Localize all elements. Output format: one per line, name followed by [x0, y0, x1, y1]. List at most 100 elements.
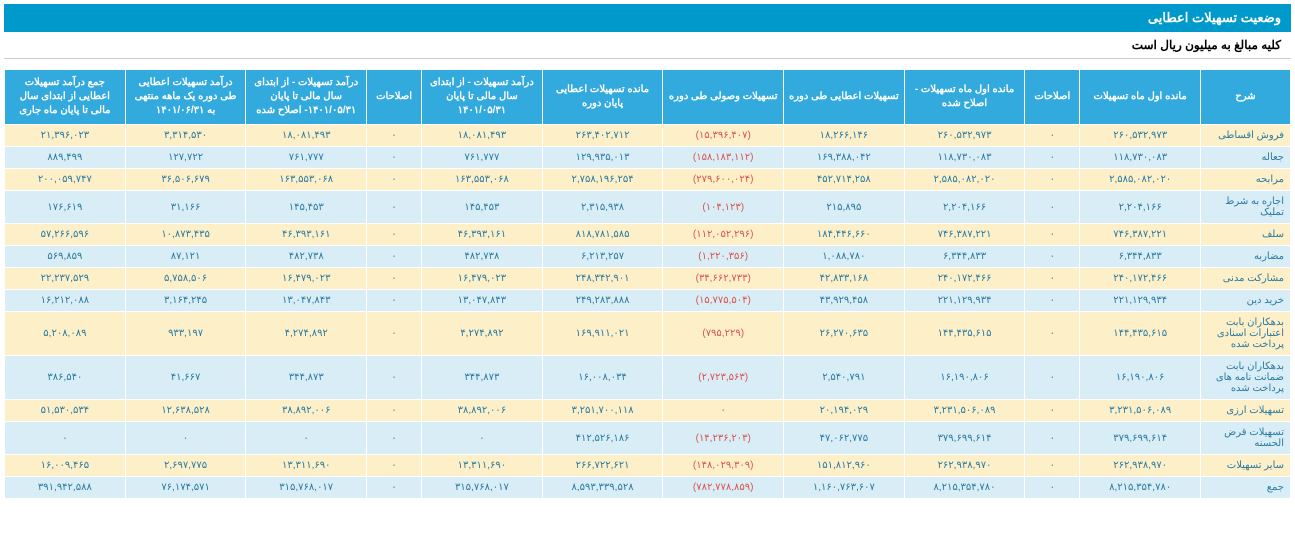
- col-header: مانده تسهیلات اعطایی پایان دوره: [542, 70, 663, 125]
- cell: ۳,۲۳۱,۵۰۶,۰۸۹: [904, 400, 1025, 422]
- cell: (۳۴,۶۶۲,۷۳۳): [663, 268, 784, 290]
- cell: (۷۹۵,۲۲۹): [663, 312, 784, 356]
- cell: ۳۱۵,۷۶۸,۰۱۷: [422, 477, 543, 499]
- cell: ۵۱,۵۳۰,۵۳۴: [5, 400, 126, 422]
- cell: ۲۶۶,۷۲۲,۶۲۱: [542, 455, 663, 477]
- cell: ۳,۳۱۴,۵۳۰: [125, 125, 246, 147]
- cell: ۱۸۴,۴۴۶,۶۶۰: [784, 224, 905, 246]
- cell: (۱۵,۳۹۶,۴۰۷): [663, 125, 784, 147]
- cell: ۰: [1025, 455, 1080, 477]
- cell: ۲۱۵,۸۹۵: [784, 191, 905, 224]
- cell: ۳۸,۸۹۲,۰۰۶: [422, 400, 543, 422]
- cell: ۲۶۲,۹۳۸,۹۷۰: [904, 455, 1025, 477]
- cell: ۶,۲۱۳,۲۵۷: [542, 246, 663, 268]
- cell: ۳,۲۳۱,۵۰۶,۰۸۹: [1080, 400, 1201, 422]
- cell: ۱۶,۴۷۹,۰۲۳: [246, 268, 367, 290]
- cell: ۰: [1025, 246, 1080, 268]
- cell: ۲۰,۱۹۴,۰۲۹: [784, 400, 905, 422]
- cell: ۴۶,۳۹۳,۱۶۱: [246, 224, 367, 246]
- cell: ۳۴۴,۸۷۳: [422, 356, 543, 400]
- cell: ۱۰,۸۷۳,۴۳۵: [125, 224, 246, 246]
- cell: ۰: [1025, 147, 1080, 169]
- cell: ۳,۱۶۴,۲۴۵: [125, 290, 246, 312]
- cell: ۳۴۴,۸۷۳: [246, 356, 367, 400]
- cell: ۱۸,۰۸۱,۴۹۳: [246, 125, 367, 147]
- cell: ۰: [367, 455, 422, 477]
- cell: ۹۳۳,۱۹۷: [125, 312, 246, 356]
- cell: ۰: [367, 400, 422, 422]
- cell: ۱۶۳,۵۵۳,۰۶۸: [422, 169, 543, 191]
- cell: ۱۶,۱۹۰,۸۰۶: [904, 356, 1025, 400]
- cell: (۱,۲۲۰,۳۵۶): [663, 246, 784, 268]
- row-description: تسهیلات قرض الحسنه: [1201, 422, 1291, 455]
- cell: ۱۳,۳۱۱,۶۹۰: [246, 455, 367, 477]
- cell: ۲۲,۲۳۷,۵۲۹: [5, 268, 126, 290]
- cell: ۸,۵۹۳,۳۳۹,۵۲۸: [542, 477, 663, 499]
- cell: ۲۱,۳۹۶,۰۲۳: [5, 125, 126, 147]
- section-subtitle: کلیه مبالغ به میلیون ریال است: [4, 32, 1291, 59]
- cell: ۳۷۹,۶۹۹,۶۱۴: [904, 422, 1025, 455]
- cell: ۲۶۳,۴۰۲,۷۱۲: [542, 125, 663, 147]
- cell: ۱۶,۰۰۸,۰۳۴: [542, 356, 663, 400]
- col-header: شرح: [1201, 70, 1291, 125]
- cell: ۱۶,۴۷۹,۰۲۳: [422, 268, 543, 290]
- cell: ۴۱,۶۶۷: [125, 356, 246, 400]
- cell: ۱۵۱,۸۱۲,۹۶۰: [784, 455, 905, 477]
- cell: ۰: [1025, 224, 1080, 246]
- cell: ۸۱۸,۷۸۱,۵۸۵: [542, 224, 663, 246]
- cell: ۲۴۸,۳۴۲,۹۰۱: [542, 268, 663, 290]
- cell: ۳۱,۱۶۶: [125, 191, 246, 224]
- cell: ۰: [1025, 268, 1080, 290]
- cell: ۰: [125, 422, 246, 455]
- cell: ۲۴۹,۲۸۳,۸۸۸: [542, 290, 663, 312]
- cell: ۰: [1025, 191, 1080, 224]
- cell: ۱۶,۲۱۲,۰۸۸: [5, 290, 126, 312]
- cell: ۱۴۴,۴۳۵,۶۱۵: [904, 312, 1025, 356]
- row-description: بدهکاران بابت ضمانت نامه های پرداخت شده: [1201, 356, 1291, 400]
- col-header: اصلاحات: [1025, 70, 1080, 125]
- cell: ۴,۲۷۴,۸۹۲: [246, 312, 367, 356]
- cell: (۲۷۹,۶۰۰,۰۲۴): [663, 169, 784, 191]
- col-header: مانده اول ماه تسهیلات - اصلاح شده: [904, 70, 1025, 125]
- cell: ۰: [663, 400, 784, 422]
- cell: ۳,۲۵۱,۷۰۰,۱۱۸: [542, 400, 663, 422]
- cell: ۰: [1025, 400, 1080, 422]
- cell: ۰: [1025, 356, 1080, 400]
- cell: ۳۶,۵۰۶,۶۷۹: [125, 169, 246, 191]
- cell: ۴۷,۰۶۲,۷۷۵: [784, 422, 905, 455]
- cell: ۳۸,۸۹۲,۰۰۶: [246, 400, 367, 422]
- table-row: تسهیلات قرض الحسنه۳۷۹,۶۹۹,۶۱۴۰۳۷۹,۶۹۹,۶۱…: [5, 422, 1291, 455]
- cell: ۲,۵۴۰,۷۹۱: [784, 356, 905, 400]
- cell: (۷۸۲,۷۷۸,۸۵۹): [663, 477, 784, 499]
- cell: ۲۶۲,۹۳۸,۹۷۰: [1080, 455, 1201, 477]
- cell: ۰: [367, 312, 422, 356]
- cell: ۰: [422, 422, 543, 455]
- table-row: فروش اقساطی۲۶۰,۵۳۲,۹۷۳۰۲۶۰,۵۳۲,۹۷۳۱۸,۲۶۶…: [5, 125, 1291, 147]
- col-header: تسهیلات اعطایی طی دوره: [784, 70, 905, 125]
- cell: ۱۶۳,۵۵۳,۰۶۸: [246, 169, 367, 191]
- cell: ۵,۲۰۸,۰۸۹: [5, 312, 126, 356]
- cell: ۰: [5, 422, 126, 455]
- cell: ۴۲,۸۳۳,۱۶۸: [784, 268, 905, 290]
- cell: ۸۸۹,۴۹۹: [5, 147, 126, 169]
- cell: ۰: [246, 422, 367, 455]
- cell: ۵۶۹,۸۵۹: [5, 246, 126, 268]
- table-row: اجاره به شرط تملیک۲,۲۰۴,۱۶۶۰۲,۲۰۴,۱۶۶۲۱۵…: [5, 191, 1291, 224]
- table-row: بدهکاران بابت ضمانت نامه های پرداخت شده۱…: [5, 356, 1291, 400]
- cell: ۷۶,۱۷۴,۵۷۱: [125, 477, 246, 499]
- cell: ۲۶,۲۷۰,۶۳۵: [784, 312, 905, 356]
- cell: ۲۲۱,۱۲۹,۹۳۴: [904, 290, 1025, 312]
- cell: ۰: [1025, 125, 1080, 147]
- row-description: خرید دین: [1201, 290, 1291, 312]
- cell: ۴,۲۷۴,۸۹۲: [422, 312, 543, 356]
- cell: ۱۳,۳۱۱,۶۹۰: [422, 455, 543, 477]
- cell: ۲۶۰,۵۳۲,۹۷۳: [904, 125, 1025, 147]
- cell: ۲۶۰,۵۳۲,۹۷۳: [1080, 125, 1201, 147]
- cell: ۶,۳۴۴,۸۳۳: [904, 246, 1025, 268]
- cell: ۱۶,۱۹۰,۸۰۶: [1080, 356, 1201, 400]
- cell: ۷۴۶,۳۸۷,۲۲۱: [1080, 224, 1201, 246]
- table-row: بدهکاران بابت اعتبارات اسنادی پرداخت شده…: [5, 312, 1291, 356]
- cell: ۱۴۵,۴۵۳: [246, 191, 367, 224]
- cell: ۱۲,۶۳۸,۵۲۸: [125, 400, 246, 422]
- cell: ۰: [367, 224, 422, 246]
